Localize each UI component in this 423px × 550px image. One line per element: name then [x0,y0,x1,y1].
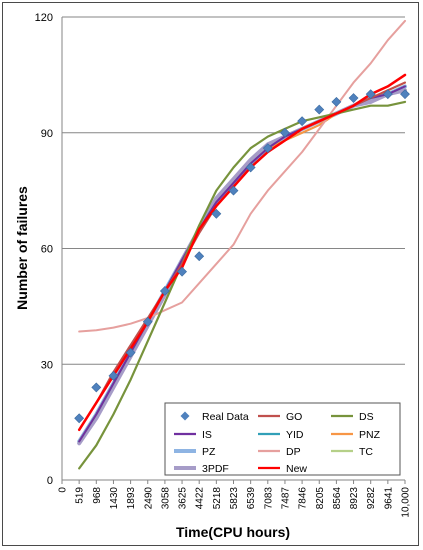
legend-label-pnz: PNZ [359,429,381,441]
legend-label-dp: DP [286,446,301,458]
x-tick-label: 9641 [383,487,394,510]
real-data-point [74,413,85,424]
real-data-point [331,96,342,107]
real-data-point [280,127,290,138]
legend-label-ds: DS [359,411,374,423]
x-tick-label: 1893 [126,487,137,510]
legend-label-new: New [286,463,307,475]
real-data-point [262,143,273,154]
x-tick-label: 8564 [332,487,343,510]
x-tick-label: 7846 [298,487,309,510]
real-data-point [108,370,119,381]
x-tick-label: 4422 [195,487,206,510]
y-tick-label: 30 [41,359,53,371]
real-data-point [159,286,170,296]
x-tick-label: 3625 [178,487,189,510]
series-lines [77,19,407,470]
x-tick-label: 1430 [109,487,120,510]
x-tick-label: 3058 [160,487,171,510]
legend-swatch-real-data [180,411,190,421]
series-line-3pdf [77,88,407,446]
x-tick-label: 6539 [246,487,257,510]
real-data-point [177,266,187,277]
series-line-yid [78,85,406,443]
series-line-new [77,73,407,432]
real-data-point [348,93,359,103]
series-line-go [78,81,406,431]
real-data-point [228,185,239,196]
legend-label-tc: TC [359,446,373,458]
legend-label-3pdf: 3PDF [202,463,229,475]
x-tick-label: 8923 [349,487,360,510]
series-line-pz [77,84,407,444]
series-line-pnz [78,81,406,443]
real-data-point [211,208,222,219]
y-tick-label: 0 [47,475,53,487]
x-tick-label: 0 [58,487,69,493]
real-data-point [194,251,205,262]
series-line-is [78,85,406,443]
y-tick-label: 60 [41,244,53,256]
x-tick-label: 10,000 [401,487,412,518]
x-tick-label: 8205 [315,487,326,510]
y-tick-labels: 0 30 60 90 120 [35,12,53,487]
x-tick-label: 5218 [212,487,223,510]
x-axis-label: Time(CPU hours) [176,524,290,540]
y-tick-label: 90 [41,128,53,140]
legend: Real Data GO DS IS YID PNZ PZ DP TC 3PDF New [164,402,401,476]
x-tick-label: 519 [75,487,86,504]
axes [61,17,406,484]
real-data-point [142,316,153,327]
series-line-dp [78,19,406,333]
x-tick-label: 5823 [229,487,240,510]
y-axis-label: Number of failures [14,186,30,310]
x-tick-label: 2490 [143,487,154,510]
real-data-point [382,89,393,100]
real-data-point [297,116,308,127]
legend-label-is: IS [202,429,212,441]
series-line-ds [78,100,407,470]
real-data-point [91,382,102,393]
real-data-point [314,104,325,115]
x-tick-label: 9282 [366,487,377,510]
legend-box [164,402,401,476]
x-tick-label: 968 [92,487,103,504]
x-tick-label: 7487 [280,487,291,510]
series-line-tc [78,85,406,443]
real-data-point [400,89,410,100]
real-data-markers [74,89,410,424]
legend-label-real-data: Real Data [202,411,249,423]
x-tick-labels: 0 519 968 1430 1893 2490 3058 3625 4422 5218 5823 6… [58,487,412,518]
legend-label-pz: PZ [202,446,216,458]
real-data-point [245,162,256,173]
legend-label-go: GO [286,411,302,423]
legend-label-yid: YID [286,429,304,441]
real-data-point [125,347,136,358]
x-tick-label: 7083 [263,487,274,510]
y-tick-label: 120 [35,12,53,24]
real-data-point [365,89,376,100]
